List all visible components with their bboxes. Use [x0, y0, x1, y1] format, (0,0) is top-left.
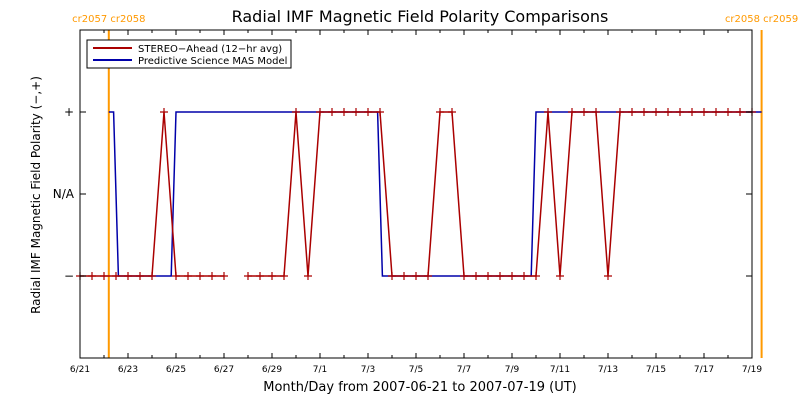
stereo-data-point — [376, 108, 384, 116]
stereo-data-point — [244, 272, 252, 280]
stereo-data-point — [616, 108, 624, 116]
x-tick-label: 7/9 — [505, 365, 520, 375]
stereo-data-point — [208, 272, 216, 280]
stereo-data-point — [328, 108, 336, 116]
stereo-data-point — [88, 272, 96, 280]
stereo-data-point — [592, 108, 600, 116]
axis-group: 6/21 6/23 6/25 6/27 6/29 7/1 7/3 7/5 7/7 7/9 7/11 7… — [53, 30, 762, 375]
x-tick-label: 6/23 — [118, 365, 138, 375]
legend-box — [86, 39, 292, 69]
stereo-data-point — [112, 272, 120, 280]
stereo-data-point — [520, 272, 528, 280]
stereo-data-point — [424, 272, 432, 280]
x-tick-label: 6/25 — [166, 365, 186, 375]
stereo-data-point — [628, 108, 636, 116]
stereo-data-point — [736, 108, 744, 116]
x-tick-label: 7/15 — [646, 365, 666, 375]
x-tick-label: 7/19 — [742, 365, 762, 375]
x-tick-label: 7/7 — [457, 365, 471, 375]
stereo-data-point — [160, 108, 168, 116]
stereo-data-point — [280, 272, 288, 280]
stereo-data-point — [136, 272, 144, 280]
stereo-data-point — [724, 108, 732, 116]
carrington-marker-group: cr2057 cr2058 cr2058 cr2059 — [72, 14, 798, 358]
stereo-data-point — [472, 272, 480, 280]
stereo-data-point — [664, 108, 672, 116]
y-axis-label: Radial IMF Magnetic Field Polarity (−,+) — [29, 76, 43, 314]
stereo-data-point — [292, 108, 300, 116]
stereo-data-point — [544, 108, 552, 116]
stereo-data-point — [652, 108, 660, 116]
plot-frame — [79, 29, 753, 359]
stereo-ahead-line — [80, 111, 224, 277]
stereo-data-point — [304, 272, 312, 280]
x-tick-label: 7/5 — [409, 365, 423, 375]
x-tick-label: 7/13 — [598, 365, 618, 375]
stereo-data-point — [316, 108, 324, 116]
mas-model-line — [108, 111, 762, 277]
stereo-data-point — [460, 272, 468, 280]
stereo-data-point — [568, 108, 576, 116]
y-tick-label: + — [64, 105, 74, 119]
x-tick-label: 6/27 — [214, 365, 234, 375]
stereo-data-point — [352, 108, 360, 116]
series-group — [76, 108, 762, 280]
stereo-data-point — [436, 108, 444, 116]
stereo-data-point — [256, 272, 264, 280]
stereo-data-point — [496, 272, 504, 280]
y-tick-label: − — [64, 269, 74, 283]
stereo-data-point — [580, 108, 588, 116]
stereo-data-point — [640, 108, 648, 116]
x-axis-label: Month/Day from 2007-06-21 to 2007-07-19 … — [263, 380, 576, 395]
stereo-data-point — [484, 272, 492, 280]
carrington-label: cr2058 cr2059 — [725, 14, 798, 25]
x-tick-label: 7/17 — [694, 365, 714, 375]
stereo-ahead-line — [248, 111, 752, 277]
stereo-data-point — [184, 272, 192, 280]
x-tick-label: 7/1 — [313, 365, 327, 375]
stereo-data-point — [100, 272, 108, 280]
stereo-data-point — [448, 108, 456, 116]
stereo-data-point — [364, 108, 372, 116]
x-tick-label: 6/29 — [262, 365, 282, 375]
stereo-data-point — [604, 272, 612, 280]
y-tick-label: N/A — [53, 187, 75, 201]
carrington-label: cr2057 cr2058 — [72, 14, 145, 25]
legend-label-mas: Predictive Science MAS Model — [138, 56, 287, 67]
stereo-data-point — [148, 272, 156, 280]
x-tick-label: 6/21 — [70, 365, 90, 375]
x-tick-label: 7/3 — [361, 365, 375, 375]
stereo-data-point — [532, 272, 540, 280]
legend-label-stereo: STEREO−Ahead (12−hr avg) — [138, 44, 282, 55]
x-tick-label: 7/11 — [550, 365, 570, 375]
stereo-data-point — [412, 272, 420, 280]
chart-title: Radial IMF Magnetic Field Polarity Compa… — [232, 7, 609, 26]
stereo-data-point — [196, 272, 204, 280]
stereo-data-point — [688, 108, 696, 116]
stereo-data-point — [220, 272, 228, 280]
stereo-data-point — [556, 272, 564, 280]
stereo-data-point — [508, 272, 516, 280]
stereo-data-point — [676, 108, 684, 116]
stereo-data-point — [712, 108, 720, 116]
stereo-data-point — [172, 272, 180, 280]
stereo-data-point — [388, 272, 396, 280]
legend: STEREO−Ahead (12−hr avg) Predictive Scie… — [86, 39, 292, 69]
stereo-data-point — [700, 108, 708, 116]
stereo-data-point — [340, 108, 348, 116]
stereo-data-point — [268, 272, 276, 280]
stereo-data-point — [124, 272, 132, 280]
stereo-data-point — [400, 272, 408, 280]
